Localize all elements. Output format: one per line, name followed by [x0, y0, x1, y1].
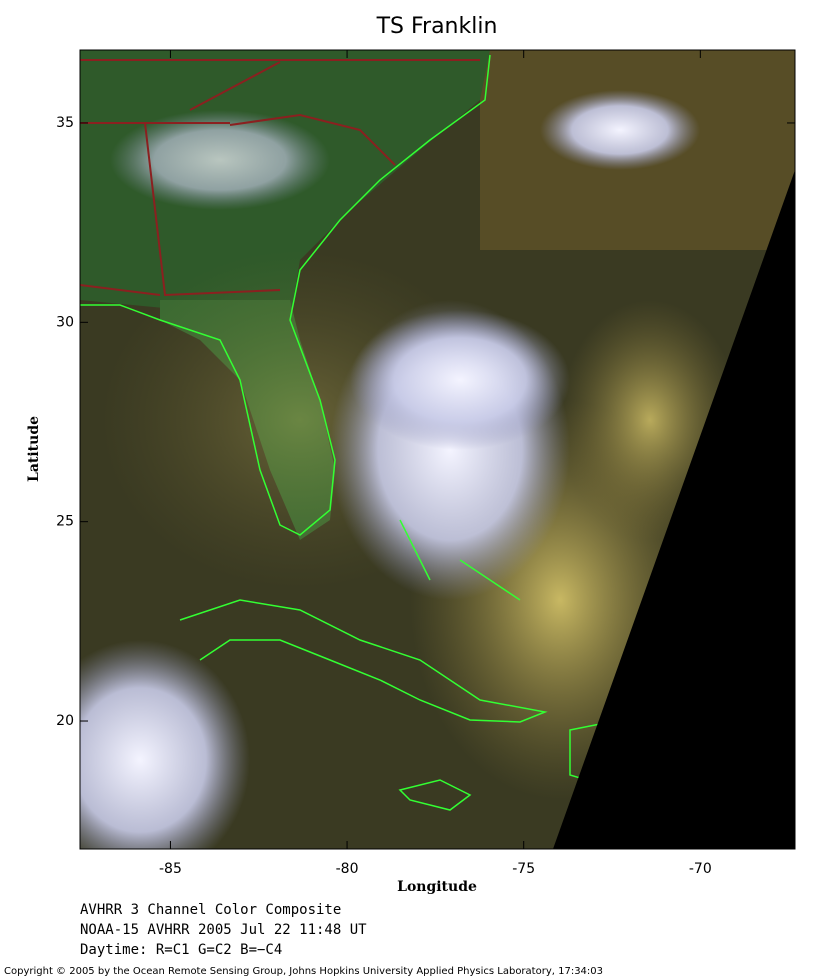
- x-tick-label: -85: [159, 861, 182, 877]
- caption-line: AVHRR 3 Channel Color Composite: [80, 902, 341, 918]
- copyright: Copyright © 2005 by the Ocean Remote Sen…: [4, 966, 603, 977]
- caption-line: Daytime: R=C1 G=C2 B=−C4: [80, 942, 282, 958]
- x-tick-label: -80: [336, 861, 359, 877]
- x-tick-label: -70: [689, 861, 712, 877]
- y-axis-label: Latitude: [26, 416, 42, 482]
- y-tick-label: 25: [56, 514, 74, 530]
- x-tick-label: -75: [512, 861, 535, 877]
- caption-line: NOAA-15 AVHRR 2005 Jul 22 11:48 UT: [80, 922, 367, 938]
- map-frame: [79, 49, 796, 850]
- title: TS Franklin: [376, 14, 498, 39]
- y-tick-label: 20: [56, 713, 74, 729]
- x-axis-label: Longitude: [397, 879, 477, 895]
- y-tick-label: 30: [56, 314, 74, 330]
- satellite-image: [80, 50, 795, 849]
- y-tick-label: 35: [56, 115, 74, 131]
